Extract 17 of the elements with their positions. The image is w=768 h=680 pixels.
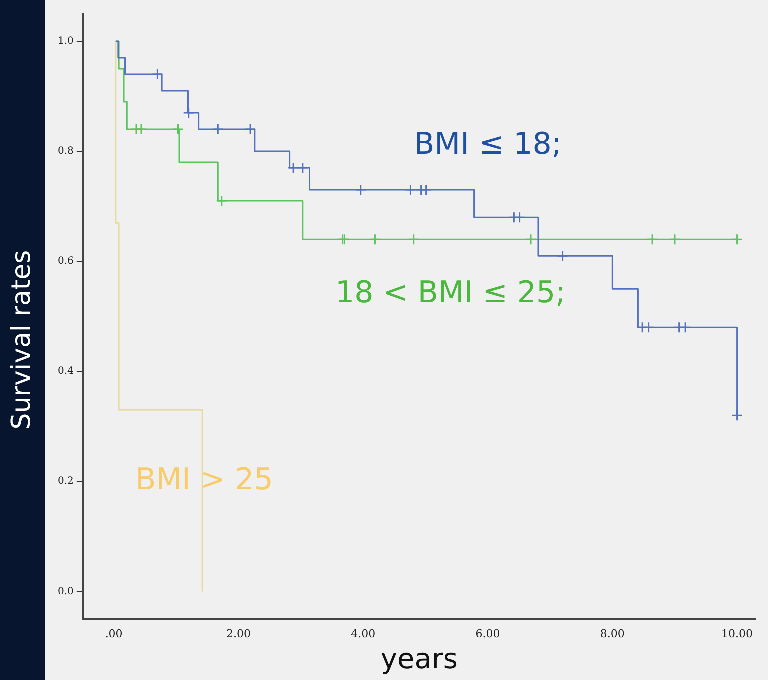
x-tick-label: 6.00 [476, 628, 500, 641]
y-tick-label: 0.8 [58, 146, 74, 158]
x-tick-label: 10.00 [722, 628, 754, 641]
series-label: BMI ≤ 18; [414, 126, 562, 162]
x-tick-label: 2.00 [226, 628, 251, 641]
x-tick-label: 4.00 [351, 628, 376, 641]
x-axis-title: years [380, 642, 458, 676]
y-tick-label: 0.4 [58, 366, 74, 378]
y-axis-title: Survival rates [7, 250, 37, 430]
x-tick-label: 8.00 [600, 628, 625, 641]
y-tick-label: 0.6 [58, 256, 74, 268]
series-label: 18 < BMI ≤ 25; [336, 275, 566, 310]
series-label: BMI > 25 [136, 462, 274, 498]
y-tick-label: 0.0 [58, 586, 74, 598]
y-tick-label: 1.0 [58, 36, 74, 48]
y-tick-label: 0.2 [58, 476, 74, 488]
x-tick-label: .00 [105, 628, 123, 641]
